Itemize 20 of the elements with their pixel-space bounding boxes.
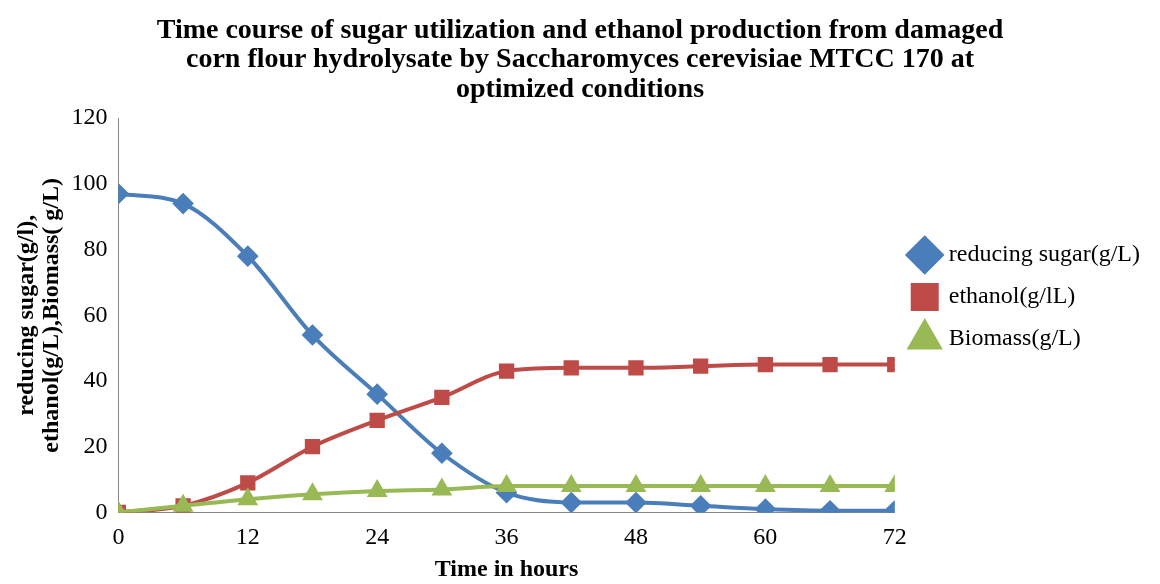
y-tick-label: 120 [71,103,108,130]
x-axis-title: Time in hours [434,554,579,581]
legend-label: Biomass(g/L) [948,324,1081,351]
x-tick-label: 48 [623,523,648,550]
legend-label: ethanol(g/lL) [948,282,1076,309]
y-tick-label: 20 [83,432,108,458]
x-tick-label: 36 [494,523,519,550]
y-tick-label: 40 [83,366,108,393]
y-tick-label: 60 [83,300,108,327]
chart-title: Time course of sugar utilization and ethanol production from damaged corn flour hydrolysate by Saccharomyces cerevisiae MTCC 170 at optimized conditions [156,12,1004,103]
y-tick-label: 100 [71,169,108,196]
y-axis-title: reducing sugar(g/l),ethanol(g/L),Biomass( g/L) [11,177,63,453]
x-tick-label: 12 [235,523,260,550]
legend-label: reducing sugar(g/L) [948,240,1140,267]
x-tick-label: 72 [882,523,907,550]
x-tick-label: 24 [365,523,390,550]
x-tick-label: 0 [112,523,125,550]
y-tick-label: 80 [83,234,108,261]
x-tick-label: 60 [753,523,778,550]
y-tick-label: 0 [95,497,108,524]
